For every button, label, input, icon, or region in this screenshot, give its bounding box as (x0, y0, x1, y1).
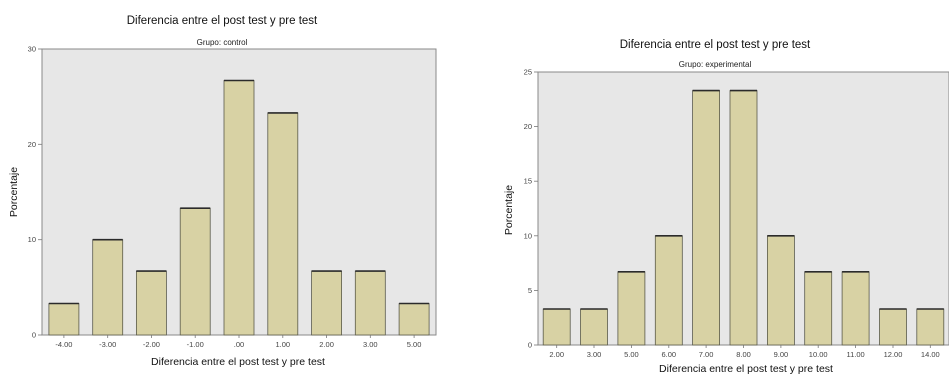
chart-control-x-tick-label: 3.00 (363, 340, 378, 349)
chart-experimental-x-tick-label: 9.00 (774, 350, 789, 359)
chart-experimental-x-ticks: 2.00 3.00 5.00 6.00 7.00 8.00 9.00 10.00 11.00 12… (549, 345, 940, 359)
chart-experimental-y-tick-label: 20 (524, 122, 532, 131)
chart-control-y-ticks: 0 10 20 30 (28, 45, 42, 340)
chart-experimental-title: Diferencia entre el post test y pre test (620, 39, 811, 51)
chart-experimental-y-tick-label: 10 (524, 231, 532, 240)
chart-experimental: Diferencia entre el post test y pre test… (503, 39, 949, 374)
chart-control-bars (48, 79, 430, 336)
chart-experimental-bar (692, 90, 720, 346)
chart-experimental-bars (542, 89, 945, 346)
chart-control-x-tick-label: 1.00 (275, 340, 290, 349)
chart-experimental-x-tick-label: 14.00 (921, 350, 940, 359)
chart-control-x-tick-label: -1.00 (187, 340, 204, 349)
chart-experimental-bar (617, 271, 646, 346)
chart-experimental-y-tick-label: 0 (528, 341, 532, 350)
chart-control-bar (398, 303, 430, 336)
chart-experimental-y-tick-label: 25 (524, 68, 532, 77)
chart-control-bar (311, 270, 343, 336)
chart-experimental-bar (729, 90, 758, 346)
chart-control-subtitle: Grupo: control (197, 38, 248, 47)
chart-control-y-tick-label: 10 (28, 235, 36, 244)
chart-control-x-tick-label: 2.00 (319, 340, 334, 349)
chart-experimental-bar (804, 271, 833, 346)
chart-experimental-x-tick-label: 5.00 (624, 350, 639, 359)
chart-control-bar (267, 112, 299, 336)
chart-control-bar (354, 270, 386, 336)
chart-experimental-x-axis-label: Diferencia entre el post test y pre test (659, 363, 833, 374)
chart-control-x-tick-label: -4.00 (55, 340, 72, 349)
chart-experimental-x-tick-label: 10.00 (809, 350, 828, 359)
chart-control-bar (92, 239, 124, 336)
chart-control-x-tick-label: -2.00 (143, 340, 160, 349)
chart-control-bar (223, 80, 255, 336)
chart-control-title: Diferencia entre el post test y pre test (127, 15, 318, 27)
chart-experimental-y-axis-label: Porcentaje (503, 185, 515, 235)
chart-experimental-bar (542, 308, 571, 346)
chart-control-y-tick-label: 0 (32, 331, 36, 340)
chart-control-y-axis-label: Porcentaje (8, 167, 20, 217)
chart-experimental-bar (841, 271, 870, 346)
chart-control-x-tick-label: 5.00 (407, 340, 422, 349)
chart-experimental-x-tick-label: 12.00 (884, 350, 903, 359)
chart-experimental-y-ticks: 0 5 10 15 20 25 (524, 68, 538, 350)
chart-control: Diferencia entre el post test y pre test… (8, 15, 437, 368)
chart-experimental-x-tick-label: 2.00 (549, 350, 564, 359)
chart-experimental-bar (879, 308, 907, 346)
chart-experimental-y-tick-label: 5 (528, 286, 532, 295)
chart-experimental-x-tick-label: 3.00 (587, 350, 602, 359)
chart-experimental-subtitle: Grupo: experimental (679, 60, 752, 69)
chart-experimental-bar (580, 308, 608, 346)
chart-control-x-axis-label: Diferencia entre el post test y pre test (151, 356, 325, 368)
chart-experimental-x-tick-label: 7.00 (699, 350, 714, 359)
chart-experimental-x-tick-label: 8.00 (736, 350, 751, 359)
chart-experimental-bar (654, 235, 683, 346)
chart-control-y-tick-label: 20 (28, 140, 36, 149)
chart-control-y-tick-label: 30 (28, 45, 36, 54)
chart-experimental-bar (916, 308, 945, 346)
chart-experimental-bar (767, 235, 795, 346)
chart-control-bar (48, 303, 80, 336)
chart-control-bar (135, 270, 167, 336)
chart-experimental-y-tick-label: 15 (524, 177, 532, 186)
chart-control-x-ticks: -4.00 -3.00 -2.00 -1.00 .00 1.00 2.00 3.00 5.00 (55, 335, 421, 349)
chart-experimental-x-tick-label: 6.00 (661, 350, 676, 359)
chart-control-x-tick-label: .00 (234, 340, 244, 349)
chart-control-x-tick-label: -3.00 (99, 340, 116, 349)
chart-experimental-x-tick-label: 11.00 (846, 350, 864, 359)
chart-control-bar (179, 207, 211, 336)
